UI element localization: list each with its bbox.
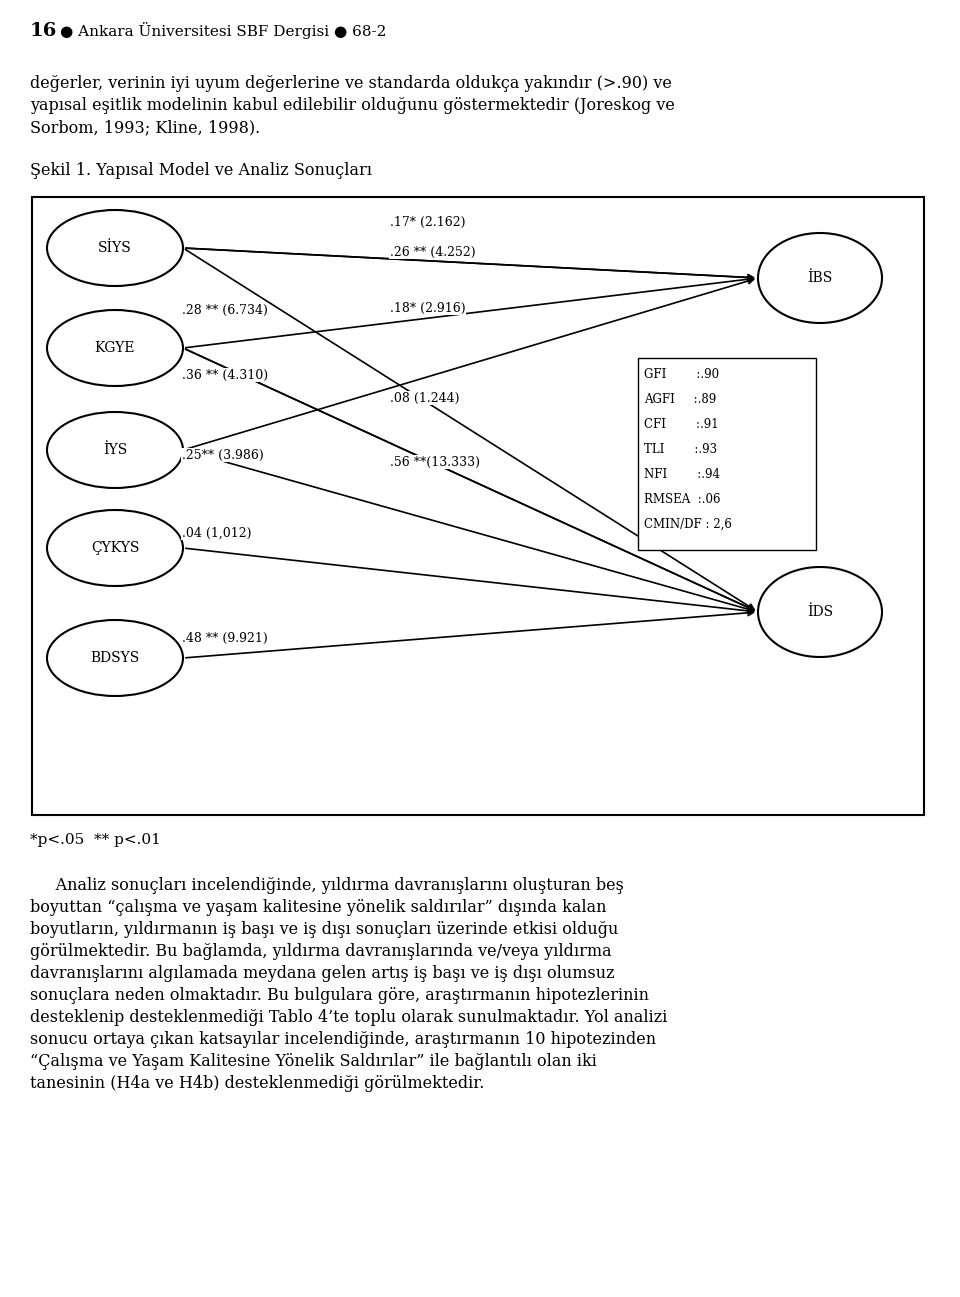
Text: .18* (2.916): .18* (2.916) xyxy=(390,301,466,314)
Text: ÇYKYS: ÇYKYS xyxy=(91,541,139,555)
Bar xyxy=(32,197,924,815)
Text: .04 (1,012): .04 (1,012) xyxy=(182,527,252,540)
Text: desteklenip desteklenmediği Tablo 4’te toplu olarak sunulmaktadır. Yol analizi: desteklenip desteklenmediği Tablo 4’te t… xyxy=(30,1009,667,1026)
Ellipse shape xyxy=(47,310,183,387)
Text: boyutların, yıldırmanın iş başı ve iş dışı sonuçları üzerinde etkisi olduğu: boyutların, yıldırmanın iş başı ve iş dı… xyxy=(30,921,618,938)
Text: .28 ** (6.734): .28 ** (6.734) xyxy=(182,303,268,316)
Text: tanesinin (H4a ve H4b) desteklenmediği görülmektedir.: tanesinin (H4a ve H4b) desteklenmediği g… xyxy=(30,1075,485,1092)
Text: GFI        :.90: GFI :.90 xyxy=(644,368,719,381)
Text: İDS: İDS xyxy=(807,604,833,619)
Ellipse shape xyxy=(47,510,183,586)
Ellipse shape xyxy=(47,210,183,287)
Ellipse shape xyxy=(758,567,882,658)
Text: CFI        :.91: CFI :.91 xyxy=(644,418,719,431)
Text: RMSEA  :.06: RMSEA :.06 xyxy=(644,493,721,506)
Text: ● Ankara Üniversitesi SBF Dergisi ● 68-2: ● Ankara Üniversitesi SBF Dergisi ● 68-2 xyxy=(60,22,386,39)
Text: Analiz sonuçları incelendiğinde, yıldırma davranışlarını oluşturan beş: Analiz sonuçları incelendiğinde, yıldırm… xyxy=(30,877,624,894)
Text: .36 ** (4.310): .36 ** (4.310) xyxy=(182,368,268,381)
Ellipse shape xyxy=(47,412,183,488)
Text: boyuttan “çalışma ve yaşam kalitesine yönelik saldırılar” dışında kalan: boyuttan “çalışma ve yaşam kalitesine yö… xyxy=(30,899,607,916)
Text: NFI        :.94: NFI :.94 xyxy=(644,468,720,481)
Bar xyxy=(638,358,816,550)
Text: Şekil 1. Yapısal Model ve Analiz Sonuçları: Şekil 1. Yapısal Model ve Analiz Sonuçla… xyxy=(30,162,372,179)
Text: .56 **(13.333): .56 **(13.333) xyxy=(390,455,480,468)
Text: .17* (2.162): .17* (2.162) xyxy=(390,215,466,228)
Text: .08 (1.244): .08 (1.244) xyxy=(390,392,460,405)
Text: görülmektedir. Bu bağlamda, yıldırma davranışlarında ve/veya yıldırma: görülmektedir. Bu bağlamda, yıldırma dav… xyxy=(30,943,612,960)
Text: İYS: İYS xyxy=(103,444,127,457)
Ellipse shape xyxy=(758,233,882,323)
Text: İBS: İBS xyxy=(807,271,832,285)
Text: .26 ** (4.252): .26 ** (4.252) xyxy=(390,245,475,258)
Text: .48 ** (9.921): .48 ** (9.921) xyxy=(182,632,268,645)
Text: yapısal eşitlik modelinin kabul edilebilir olduğunu göstermektedir (Joreskog ve: yapısal eşitlik modelinin kabul edilebil… xyxy=(30,97,675,114)
Text: davranışlarını algılamada meydana gelen artış iş başı ve iş dışı olumsuz: davranışlarını algılamada meydana gelen … xyxy=(30,965,614,982)
Text: AGFI     :.89: AGFI :.89 xyxy=(644,393,716,406)
Text: 16: 16 xyxy=(30,22,58,40)
Text: BDSYS: BDSYS xyxy=(90,651,139,665)
Text: değerler, verinin iyi uyum değerlerine ve standarda oldukça yakındır (>.90) ve: değerler, verinin iyi uyum değerlerine v… xyxy=(30,75,672,92)
Text: “Çalışma ve Yaşam Kalitesine Yönelik Saldırılar” ile bağlantılı olan iki: “Çalışma ve Yaşam Kalitesine Yönelik Sal… xyxy=(30,1053,597,1070)
Text: CMIN/DF : 2,6: CMIN/DF : 2,6 xyxy=(644,518,732,530)
Text: TLI        :.93: TLI :.93 xyxy=(644,444,717,457)
Text: sonucu ortaya çıkan katsayılar incelendiğinde, araştırmanın 10 hipotezinden: sonucu ortaya çıkan katsayılar incelendi… xyxy=(30,1031,656,1048)
Ellipse shape xyxy=(47,620,183,696)
Text: SİYS: SİYS xyxy=(98,241,132,256)
Text: .25** (3.986): .25** (3.986) xyxy=(182,449,264,462)
Text: KGYE: KGYE xyxy=(95,341,135,355)
Text: *p<.05  ** p<.01: *p<.05 ** p<.01 xyxy=(30,833,161,847)
Text: sonuçlara neden olmaktadır. Bu bulgulara göre, araştırmanın hipotezlerinin: sonuçlara neden olmaktadır. Bu bulgulara… xyxy=(30,987,649,1004)
Text: Sorbom, 1993; Kline, 1998).: Sorbom, 1993; Kline, 1998). xyxy=(30,119,260,136)
